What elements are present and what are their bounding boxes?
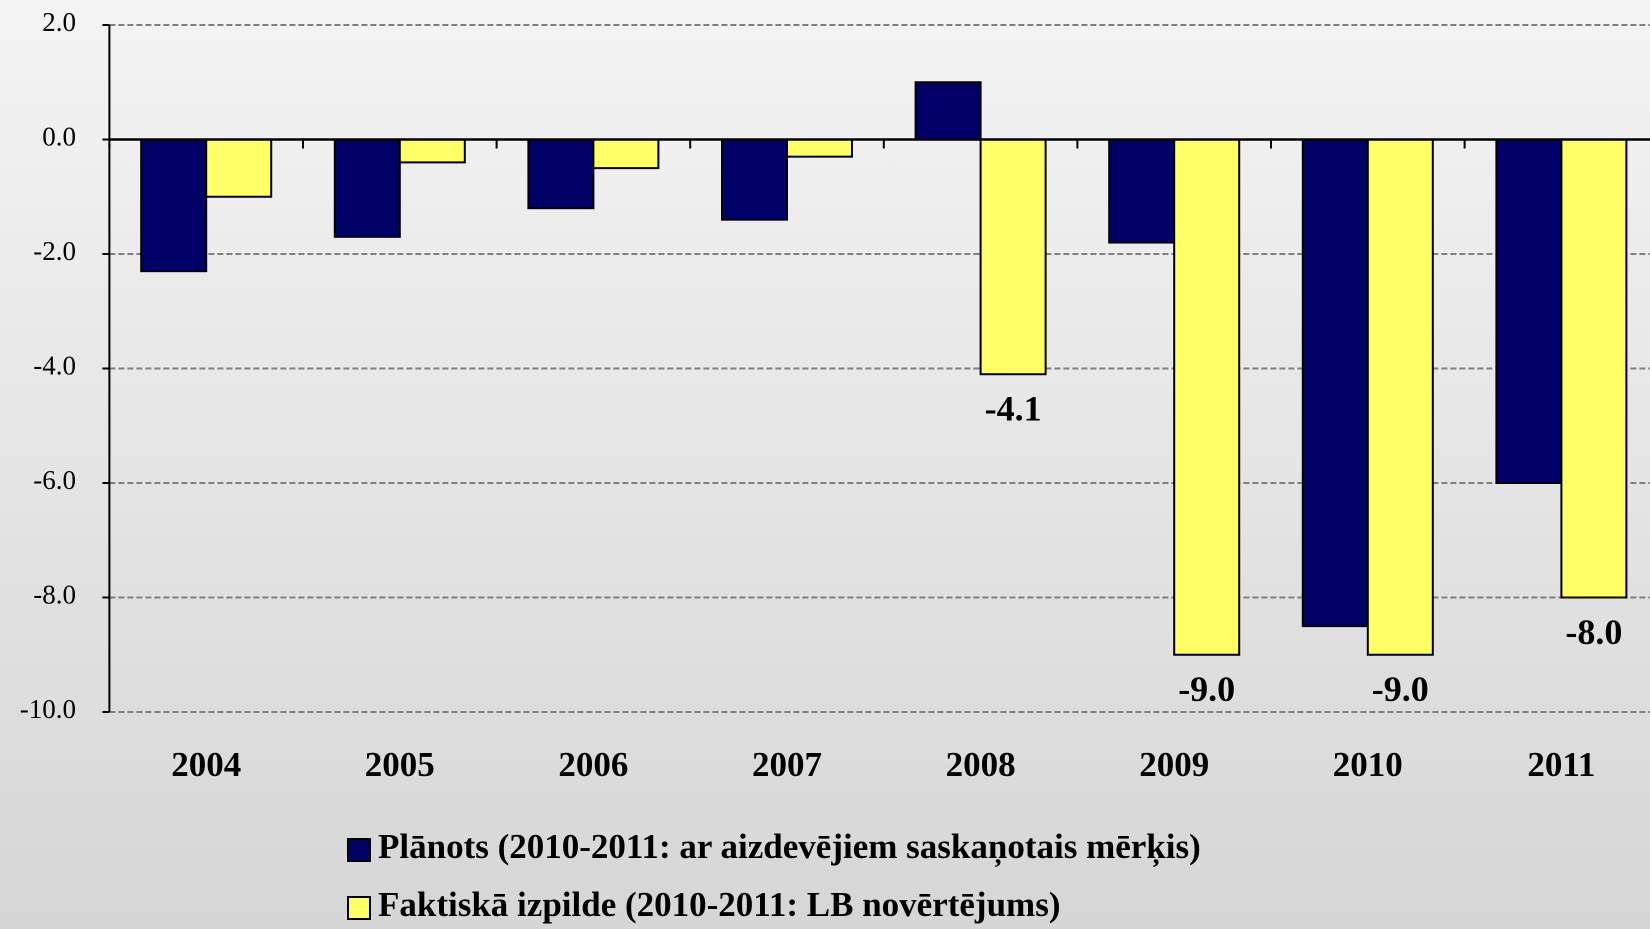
bar <box>527 138 595 210</box>
y-tick-label: -4.0 <box>33 351 76 381</box>
y-tick-label: -6.0 <box>33 465 76 495</box>
x-tick-label: 2007 <box>752 745 822 784</box>
legend-label: Faktiskā izpilde (2010-2011: LB novērtēj… <box>378 885 1060 924</box>
bar <box>979 138 1047 376</box>
legend-swatch <box>347 896 371 920</box>
value-label: -4.1 <box>985 388 1042 428</box>
bar <box>398 138 466 164</box>
bar <box>1173 138 1241 656</box>
y-tick-label: 2.0 <box>42 7 76 37</box>
x-tick-label: 2011 <box>1527 745 1595 784</box>
x-tick-label: 2008 <box>946 745 1016 784</box>
bar <box>914 81 982 141</box>
bar <box>1301 138 1369 628</box>
bar <box>721 138 788 221</box>
bar <box>1560 138 1628 599</box>
x-tick-label: 2006 <box>558 745 628 784</box>
x-tick-label: 2009 <box>1139 745 1209 784</box>
bar <box>1495 138 1563 484</box>
bar <box>592 138 660 170</box>
y-tick-label: -10.0 <box>20 694 76 724</box>
bar <box>1108 138 1176 244</box>
bar <box>333 138 401 238</box>
bar <box>205 138 273 198</box>
bar <box>1366 138 1434 656</box>
x-tick-label: 2010 <box>1333 745 1403 784</box>
bar <box>786 138 853 158</box>
value-label: -9.0 <box>1178 669 1235 709</box>
value-label: -9.0 <box>1372 669 1429 709</box>
x-tick-label: 2005 <box>365 745 435 784</box>
y-tick-label: -2.0 <box>33 236 76 266</box>
legend-label: Plānots (2010-2011: ar aizdevējiem saska… <box>378 827 1201 868</box>
value-label: -8.0 <box>1565 612 1622 652</box>
bar <box>140 138 208 273</box>
legend-swatch <box>347 838 371 862</box>
y-tick-label: 0.0 <box>42 122 76 152</box>
y-tick-label: -8.0 <box>33 580 76 610</box>
x-tick-label: 2004 <box>171 745 241 784</box>
